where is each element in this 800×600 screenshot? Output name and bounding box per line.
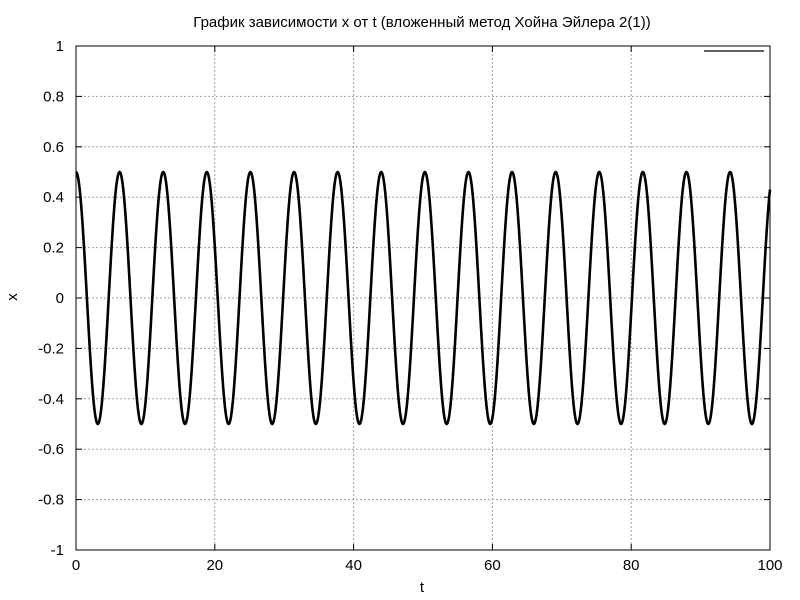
y-axis-label: x (4, 293, 21, 301)
y-tick-label: 0 (56, 290, 64, 307)
y-tick-label: -0.8 (38, 492, 64, 509)
series-line (75, 170, 772, 426)
tick-marks (75, 45, 771, 551)
grid (76, 46, 770, 550)
y-tick-label: -1 (51, 542, 64, 559)
x-tick-label: 20 (206, 557, 223, 574)
series-layer (75, 170, 772, 426)
chart-title: График зависимости x от t (вложенный мет… (193, 14, 650, 31)
y-tick-label: -0.2 (38, 340, 64, 357)
y-tick-label: -0.4 (38, 391, 64, 408)
x-tick-label: 80 (623, 557, 640, 574)
y-tick-labels: -1 -0.8 -0.6 -0.4 -0.2 0 0.2 0.4 0.6 0.8 1 (38, 38, 64, 559)
x-tick-label: 100 (757, 557, 782, 574)
y-tick-label: 0.6 (43, 139, 64, 156)
x-tick-labels: 0 20 40 60 80 100 (72, 557, 783, 574)
y-tick-label: -0.6 (38, 441, 64, 458)
x-axis-label: t (420, 579, 425, 596)
x-tick-label: 40 (345, 557, 362, 574)
x-tick-label: 60 (484, 557, 501, 574)
y-tick-label: 1 (56, 38, 64, 55)
y-tick-label: 0.4 (43, 189, 64, 206)
x-tick-label: 0 (72, 557, 80, 574)
y-tick-label: 0.2 (43, 240, 64, 257)
y-tick-label: 0.8 (43, 88, 64, 105)
